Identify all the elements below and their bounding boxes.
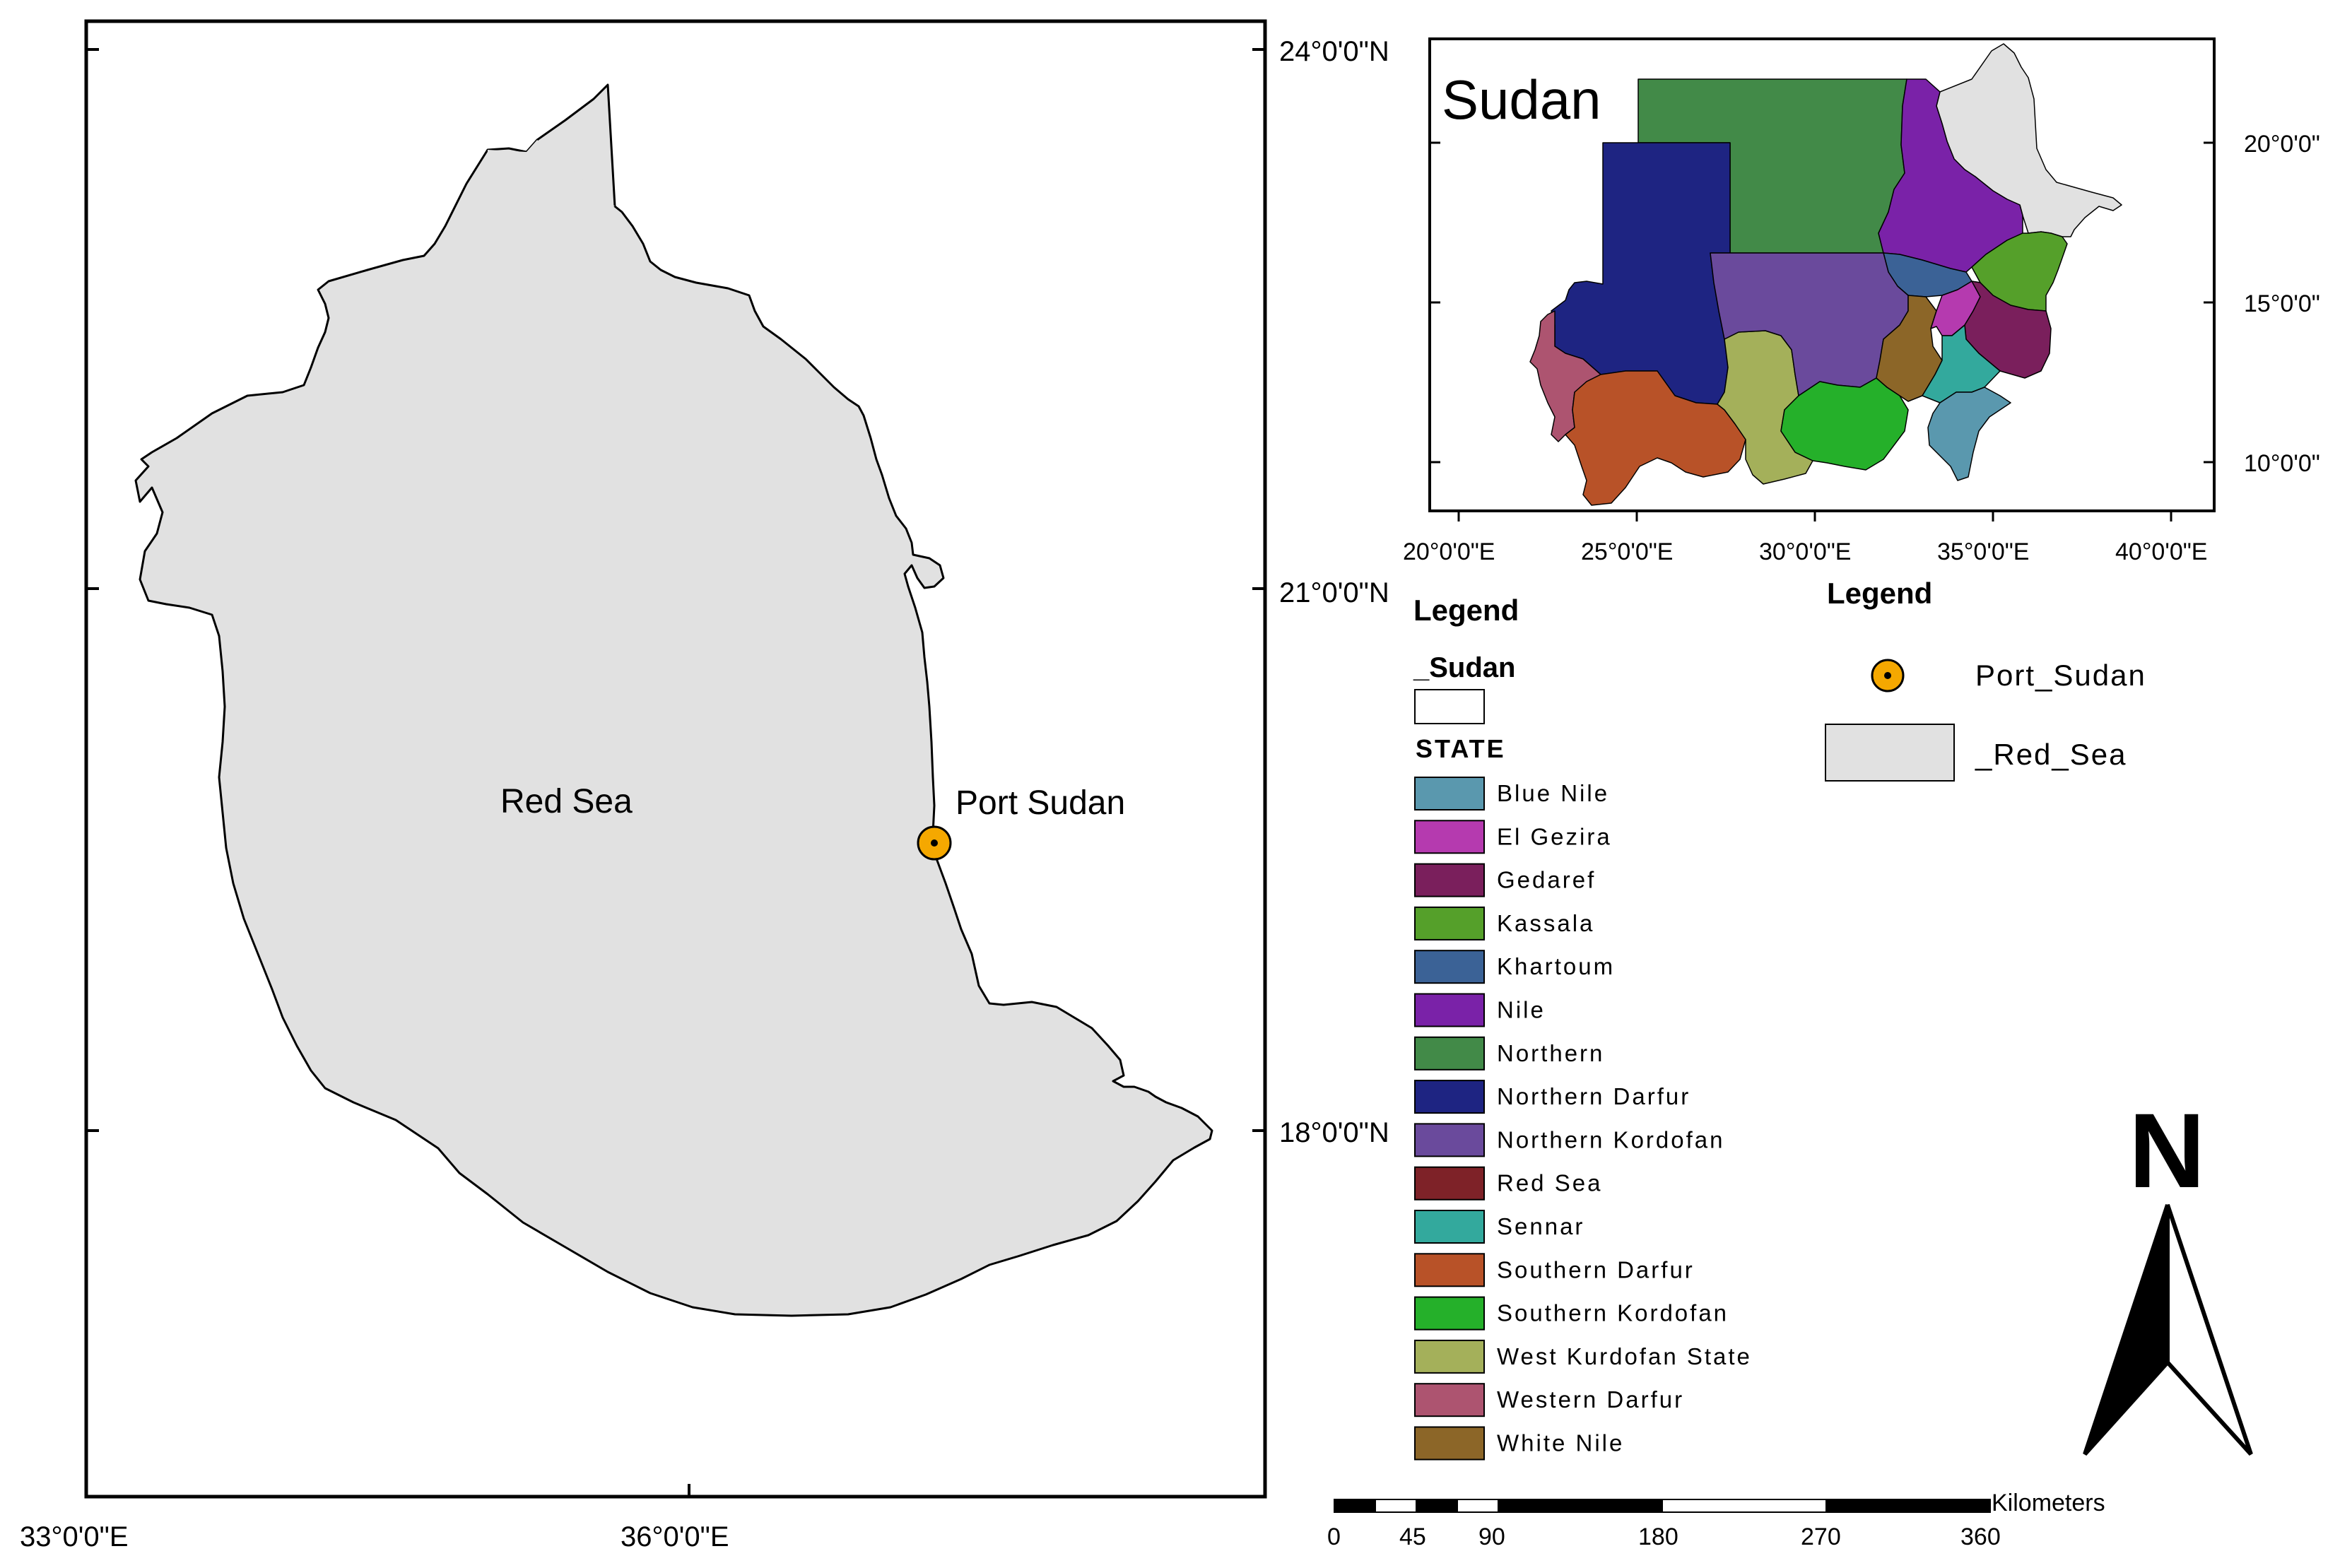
legend-swatch-northern-darfur <box>1414 1080 1485 1114</box>
scale-label-0: 0 <box>1327 1523 1341 1550</box>
inset-lon-20e: 20°0'0"E <box>1403 538 1495 565</box>
lon-label-33e: 33°0'0"E <box>20 1521 129 1552</box>
port-sudan-label: Port Sudan <box>956 784 1125 822</box>
north-arrow-label: N <box>2129 1091 2205 1210</box>
scale-seg-4 <box>1457 1499 1499 1513</box>
state-kassala <box>1971 231 2068 312</box>
lat-label-24n: 24°0'0"N <box>1279 36 1389 67</box>
legend-swatch-west-kurdofan-state <box>1414 1339 1485 1374</box>
red-sea-state-north-edge <box>488 140 615 212</box>
legend-swatch-kassala <box>1414 906 1485 941</box>
scale-label-180: 180 <box>1638 1523 1678 1550</box>
scale-label-270: 270 <box>1801 1523 1841 1550</box>
scale-unit-label: Kilometers <box>1992 1490 2105 1516</box>
legend-label-kassala: Kassala <box>1497 910 1594 936</box>
legend-swatch-khartoum <box>1414 950 1485 984</box>
legend-label-sennar: Sennar <box>1497 1213 1584 1239</box>
legend-swatch-northern <box>1414 1036 1485 1071</box>
inset-lat-15n: 15°0'0" <box>2244 290 2320 317</box>
polygon-swatch <box>1825 724 1955 782</box>
scale-label-45: 45 <box>1399 1523 1426 1550</box>
scale-label-90: 90 <box>1478 1523 1505 1550</box>
inset-lon-40e: 40°0'0"E <box>2115 538 2207 565</box>
layer-legend-title: Legend <box>1827 577 1932 610</box>
scale-seg-5 <box>1498 1499 1662 1512</box>
legend-label-el-gezira: El Gezira <box>1497 823 1612 849</box>
legend-swatch-white-nile <box>1414 1426 1485 1461</box>
state-legend-title: Legend <box>1413 594 1519 627</box>
state-legend-items: Blue Nile El Gezira Gedaref Kassala Khartoum… <box>1414 777 1752 1461</box>
scale-seg-1 <box>1334 1499 1375 1512</box>
scale-seg-6 <box>1662 1499 1827 1513</box>
legend-label-northern-kordofan: Northern Kordofan <box>1497 1126 1725 1153</box>
main-map-ticks <box>85 48 1265 1497</box>
red-sea-state-polygon <box>134 83 1213 1317</box>
legend-swatch-red-sea <box>1414 1166 1485 1201</box>
legend-swatch-sennar <box>1414 1210 1485 1244</box>
legend-label-southern-darfur: Southern Darfur <box>1497 1256 1695 1283</box>
state-field-label: STATE <box>1416 734 1506 763</box>
legend-label-southern-kordofan: Southern Kordofan <box>1497 1300 1729 1326</box>
legend-swatch-western-darfur <box>1414 1383 1485 1417</box>
sudan-layer-swatch <box>1414 689 1485 724</box>
legend-label-west-kurdofan-state: West Kurdofan State <box>1497 1343 1752 1369</box>
legend-swatch-northern-kordofan <box>1414 1123 1485 1157</box>
legend-label-western-darfur: Western Darfur <box>1497 1386 1684 1413</box>
main-map: Red Sea Port Sudan 33°0'0"E 36°0'0"E 24°… <box>20 19 1389 1552</box>
state-blue-nile <box>1927 387 2011 481</box>
scale-label-360: 360 <box>1960 1523 2001 1550</box>
inset-lat-20n: 20°0'0" <box>2244 131 2320 158</box>
lat-label-21n: 21°0'0"N <box>1279 577 1389 608</box>
red-sea-label: Red Sea <box>500 783 633 820</box>
legend-label-khartoum: Khartoum <box>1497 953 1615 979</box>
legend-swatch-el-gezira <box>1414 820 1485 854</box>
lat-label-18n: 18°0'0"N <box>1279 1117 1389 1148</box>
legend-swatch-gedaref <box>1414 863 1485 897</box>
port-sudan-marker-dot <box>931 839 938 847</box>
layer-legend: Legend Port_Sudan _Red_Sea <box>1825 577 2146 782</box>
inset-ticks <box>1430 141 2214 521</box>
sudan-states <box>1529 43 2122 506</box>
point-marker-icon-dot <box>1884 672 1891 679</box>
scale-seg-2 <box>1375 1499 1417 1513</box>
state-southern-kordofan <box>1780 377 1909 471</box>
north-arrow-right-half <box>2165 1204 2253 1456</box>
inset-lon-35e: 35°0'0"E <box>1937 538 2029 565</box>
inset-lon-30e: 30°0'0"E <box>1759 538 1851 565</box>
north-arrow-outline <box>2083 1204 2170 1456</box>
legend-swatch-southern-kordofan <box>1414 1296 1485 1331</box>
inset-title: Sudan <box>1442 69 1601 131</box>
legend-label-northern: Northern <box>1497 1040 1604 1066</box>
legend-label-red-sea: Red Sea <box>1497 1170 1602 1196</box>
state-legend-layer: _Sudan <box>1413 652 1515 683</box>
scale-bar-frame <box>1334 1499 1991 1513</box>
legend-swatch-blue-nile <box>1414 777 1485 810</box>
scale-seg-7 <box>1826 1499 1990 1512</box>
scale-bar: Kilometers 0 45 90 180 270 360 <box>1327 1490 2105 1550</box>
state-western-darfur <box>1529 310 1601 442</box>
legend-swatch-nile <box>1414 993 1485 1027</box>
legend-label-gedaref: Gedaref <box>1497 867 1596 893</box>
lon-label-36e: 36°0'0"E <box>621 1521 729 1552</box>
inset-lat-10n: 10°0'0" <box>2244 450 2320 477</box>
inset-lon-25e: 25°0'0"E <box>1581 538 1673 565</box>
legend-label-nile: Nile <box>1497 997 1546 1023</box>
legend-label-white-nile: White Nile <box>1497 1430 1624 1456</box>
legend-port-sudan-label: Port_Sudan <box>1975 659 2146 692</box>
inset-map: Sudan 20°0'0"E 25°0'0"E 30°0'0"E 35°0'0"… <box>1403 37 2320 565</box>
state-gedaref <box>1964 281 2052 379</box>
legend-label-northern-darfur: Northern Darfur <box>1497 1083 1690 1109</box>
state-legend: Legend _Sudan STATE Blue Nile El Gezira Ge… <box>1413 594 1752 1461</box>
legend-label-blue-nile: Blue Nile <box>1497 780 1609 806</box>
legend-red-sea-label: _Red_Sea <box>1975 738 2127 771</box>
state-southern-darfur <box>1565 370 1746 506</box>
scale-seg-3 <box>1416 1499 1457 1512</box>
legend-swatch-southern-darfur <box>1414 1253 1485 1287</box>
north-arrow: N <box>2083 1091 2253 1456</box>
